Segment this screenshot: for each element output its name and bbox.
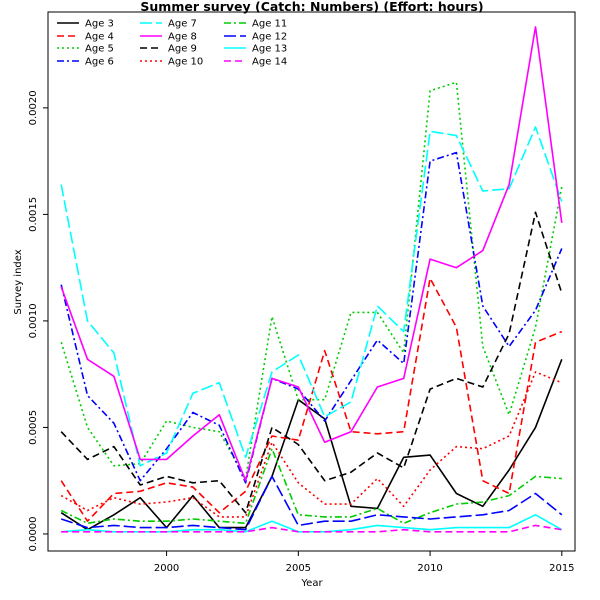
series-line-4 bbox=[60, 151, 563, 484]
chart-title: Summer survey (Catch: Numbers) (Effort: … bbox=[140, 0, 483, 14]
series-line-1 bbox=[60, 359, 563, 531]
series-layer bbox=[60, 26, 563, 533]
legend-label: Age 5 bbox=[85, 44, 114, 55]
legend-label: Age 11 bbox=[252, 19, 287, 30]
series-line-7 bbox=[60, 211, 563, 514]
legend-label: Age 8 bbox=[168, 32, 197, 43]
series-line-3 bbox=[60, 81, 563, 480]
legend-label: Age 6 bbox=[85, 57, 114, 68]
legend-item: Age 8 bbox=[140, 32, 197, 43]
legend-item: Age 7 bbox=[140, 19, 197, 30]
legend-item: Age 12 bbox=[224, 32, 287, 43]
legend-label: Age 7 bbox=[168, 19, 197, 30]
legend-item: Age 13 bbox=[224, 44, 287, 55]
y-tick-label: 0.0020 bbox=[28, 90, 39, 125]
x-axis-label: Year bbox=[300, 578, 323, 589]
legend-label: Age 12 bbox=[252, 32, 287, 43]
y-tick-label: 0.0000 bbox=[28, 516, 39, 551]
legend-item: Age 3 bbox=[57, 19, 114, 30]
legend-item: Age 14 bbox=[224, 57, 287, 68]
x-tick-label: 2000 bbox=[154, 563, 179, 574]
series-line-6 bbox=[60, 26, 563, 482]
x-axis: 2000 2005 2010 2015 bbox=[154, 551, 575, 574]
y-tick-label: 0.0005 bbox=[28, 410, 39, 445]
x-tick-label: 2015 bbox=[549, 563, 574, 574]
series-line-10 bbox=[60, 475, 563, 531]
y-tick-label: 0.0010 bbox=[28, 303, 39, 338]
legend-item: Age 11 bbox=[224, 19, 287, 30]
legend-item: Age 9 bbox=[140, 44, 197, 55]
y-axis-label: Survey index bbox=[13, 249, 24, 314]
y-tick-label: 0.0015 bbox=[28, 197, 39, 232]
legend-label: Age 13 bbox=[252, 44, 287, 55]
legend-label: Age 9 bbox=[168, 44, 197, 55]
series-line-8 bbox=[60, 371, 563, 518]
legend-item: Age 5 bbox=[57, 44, 114, 55]
plot-frame bbox=[47, 11, 576, 552]
legend-label: Age 3 bbox=[85, 19, 114, 30]
series-line-9 bbox=[60, 447, 562, 525]
legend-item: Age 4 bbox=[57, 32, 114, 43]
legend-label: Age 14 bbox=[252, 57, 287, 68]
x-tick-label: 2010 bbox=[417, 563, 442, 574]
legend-item: Age 6 bbox=[57, 57, 114, 68]
legend-label: Age 4 bbox=[85, 32, 114, 43]
legend-label: Age 10 bbox=[168, 57, 203, 68]
x-tick-label: 2005 bbox=[286, 563, 311, 574]
y-axis: 0.0000 0.0005 0.0010 0.0015 0.0020 bbox=[28, 90, 48, 551]
legend-item: Age 10 bbox=[140, 57, 203, 68]
series-line-12 bbox=[61, 524, 562, 533]
